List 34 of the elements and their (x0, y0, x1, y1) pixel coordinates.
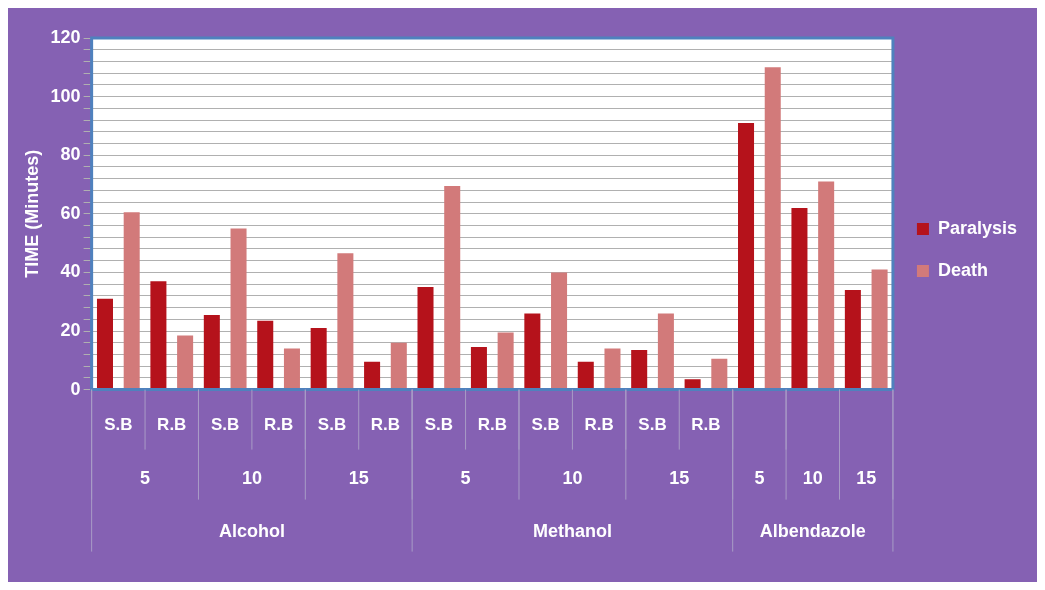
y-tick-label: 20 (60, 319, 81, 340)
x-tick-label: S.B (424, 415, 454, 435)
text: 15 (669, 467, 690, 488)
text: 15 (856, 467, 877, 488)
legend-label: Death (937, 259, 988, 280)
y-tick-label: 80 (60, 144, 81, 165)
x-tick-label: R.B (370, 415, 401, 435)
text: 15 (348, 467, 369, 488)
legend-label: Paralysis (937, 217, 1018, 238)
x-tick-label: S.B (317, 415, 347, 435)
x-tick-label: R.B (584, 415, 614, 435)
x-tick-label: S.B (638, 415, 667, 435)
y-tick-label: 40 (60, 261, 81, 282)
x-tick-label: S.B (211, 415, 240, 435)
text: Albendazole (759, 520, 866, 541)
x-tick-label: S.B (104, 415, 133, 435)
text: 10 (562, 467, 583, 488)
text: Methanol (532, 520, 612, 541)
x-tick-label: R.B (263, 415, 294, 435)
x-tick-label: R.B (691, 415, 721, 435)
x-tick-label: R.B (157, 415, 187, 435)
y-tick-label: 60 (60, 202, 81, 223)
x-tick-label: S.B (531, 415, 560, 435)
text: 10 (802, 467, 823, 488)
y-tick-label: 120 (50, 26, 81, 47)
y-axis-title: TIME (Minutes) (21, 149, 42, 278)
text: 5 (754, 467, 765, 488)
y-tick-label: 100 (50, 85, 81, 106)
text: 5 (140, 467, 151, 488)
y-tick-label: 0 (70, 378, 81, 399)
text: Alcohol (218, 520, 285, 541)
text: 5 (460, 467, 471, 488)
x-tick-label: R.B (477, 415, 507, 435)
text: 10 (241, 467, 262, 488)
